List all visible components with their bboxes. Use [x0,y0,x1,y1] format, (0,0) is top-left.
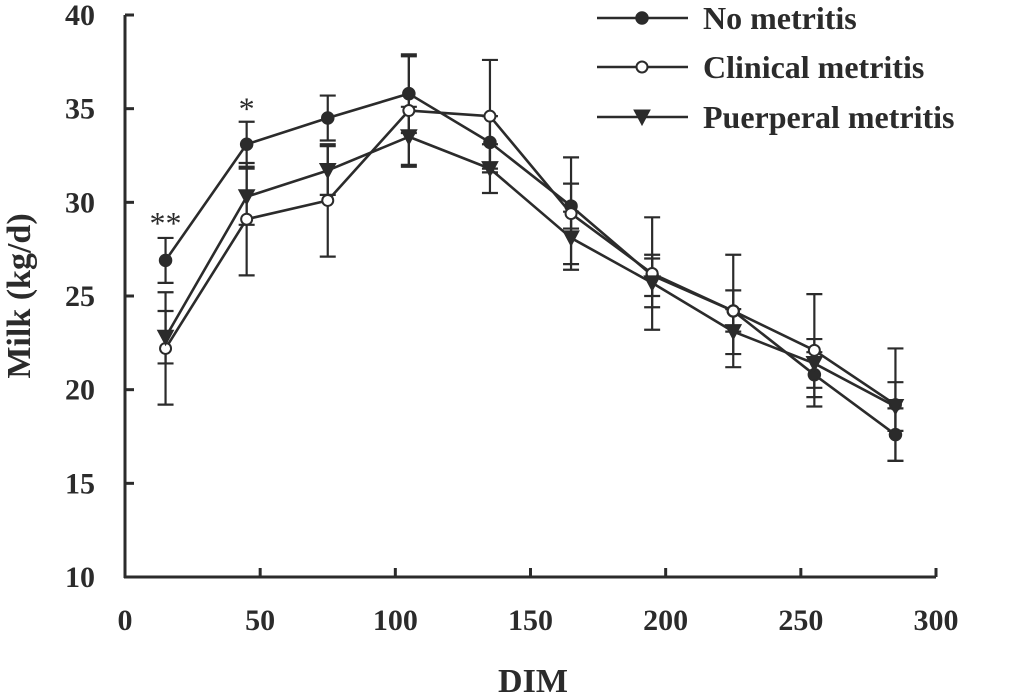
y-tick-label: 30 [65,186,95,219]
series-line [164,135,897,408]
data-point [240,212,254,226]
legend-label: Puerperal metritis [703,99,954,135]
y-tick-label: 15 [65,467,95,500]
x-tick-label: 50 [245,604,275,637]
data-point [321,111,335,125]
x-axis-title: DIM [498,663,568,696]
y-tick-label: 20 [65,374,95,407]
data-point [888,427,903,442]
series-markers [156,86,905,442]
data-point [237,189,256,206]
series-lines [164,92,897,436]
data-point [239,137,254,152]
axes [123,13,938,579]
significance-marker: ** [150,205,182,241]
data-point [886,399,905,416]
data-point [564,207,578,221]
x-tick-label: 100 [373,604,418,637]
data-point [562,230,580,247]
data-point [726,304,740,318]
x-tick-label: 150 [508,604,553,637]
data-point [483,135,497,150]
x-tick-label: 300 [914,604,959,637]
data-point [321,193,335,207]
legend-label: No metritis [703,0,857,36]
data-point [633,109,651,127]
data-point [156,329,175,347]
x-tick-label: 250 [778,604,823,637]
data-point [481,161,499,178]
data-point [807,343,821,357]
data-point [643,275,661,292]
y-tick-label: 10 [65,561,95,594]
data-point [402,104,416,118]
data-point [724,324,743,341]
data-point [635,60,649,74]
tick-labels: 10 15 20 25 30 35 40 0 50 100 150 200 250 300 [65,0,959,637]
data-point [805,355,824,373]
significance-annotations: *** [150,91,255,241]
x-tick-label: 0 [118,604,133,637]
data-point [158,253,173,268]
legend: No metritis Clinical metritis Puerperal me… [597,0,954,135]
y-tick-label: 40 [65,0,95,32]
series-line [164,92,897,436]
data-point [318,162,337,180]
x-tick-label: 200 [643,604,688,637]
data-point [635,11,649,25]
significance-marker: * [239,91,255,127]
data-point [483,109,497,123]
legend-label: Clinical metritis [703,49,924,85]
y-tick-label: 25 [65,280,95,313]
y-axis-title: Milk (kg/d) [1,213,38,378]
data-point [402,86,416,101]
series-line [164,109,897,406]
y-tick-label: 35 [65,93,95,126]
data-point [400,129,418,146]
